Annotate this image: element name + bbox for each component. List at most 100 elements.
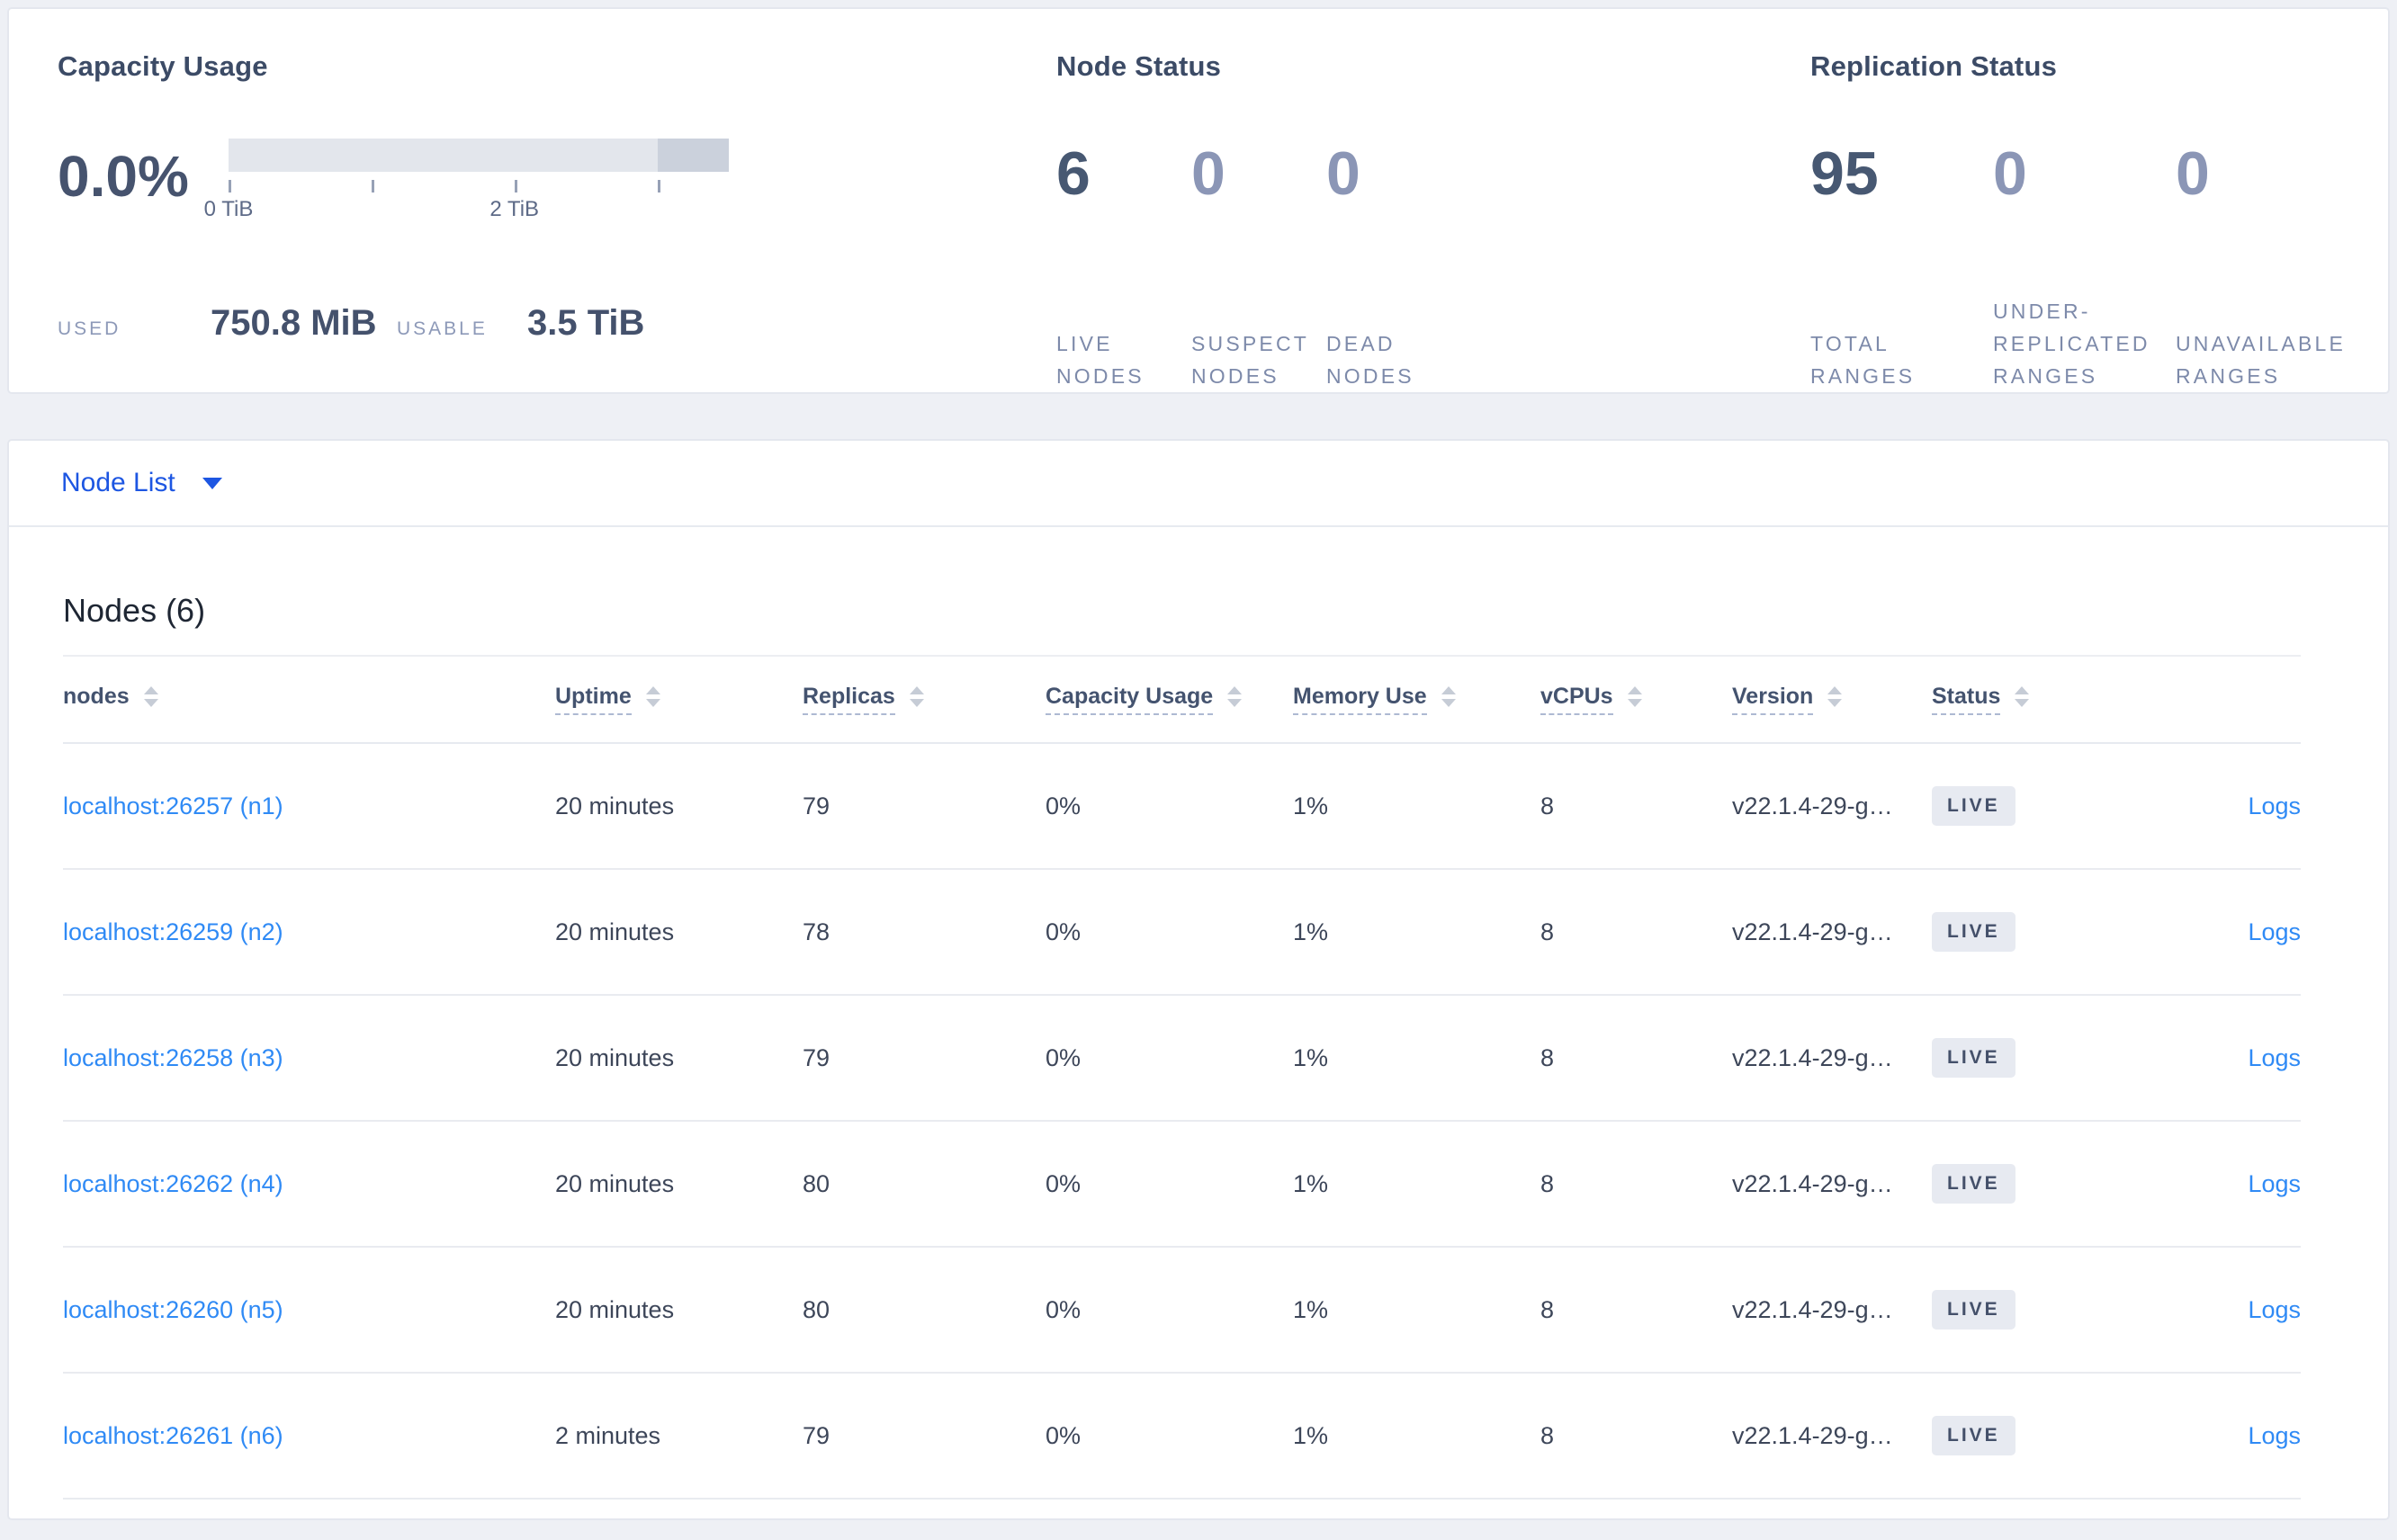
uptime-cell: 20 minutes bbox=[555, 1169, 675, 1197]
uptime-cell: 20 minutes bbox=[555, 918, 675, 945]
memory-use-cell: 1% bbox=[1293, 1043, 1329, 1071]
cluster-summary-panel: Capacity Usage 0.0% 0 TiB 2 TiB USED 750.… bbox=[7, 7, 2390, 394]
status-badge: LIVE bbox=[1932, 786, 2015, 826]
version-cell: v22.1.4-29-g… bbox=[1732, 1421, 1893, 1449]
capacity-usage-cell: 0% bbox=[1046, 1295, 1082, 1323]
replication-status-title: Replication Status bbox=[1810, 50, 2058, 82]
vcpus-cell: 8 bbox=[1540, 1043, 1555, 1071]
table-row: localhost:26258 (n3) 20 minutes 79 0% 1%… bbox=[63, 996, 2301, 1122]
replicas-cell: 80 bbox=[803, 1169, 830, 1197]
node-list-panel: Node List Nodes (6) nodes Uptime Replica… bbox=[7, 439, 2390, 1520]
capacity-bar-tail-segment bbox=[657, 139, 729, 172]
status-badge: LIVE bbox=[1932, 1038, 2015, 1078]
node-link[interactable]: localhost:26259 (n2) bbox=[63, 918, 283, 945]
node-status-section: Node Status 6 LIVE NODES 0 SUSPECT NODES… bbox=[1056, 50, 1810, 392]
column-header[interactable]: Replicas bbox=[803, 684, 1046, 715]
uptime-cell: 2 minutes bbox=[555, 1421, 661, 1449]
column-header[interactable]: Uptime bbox=[555, 684, 803, 715]
used-value: 750.8 MiB bbox=[211, 303, 377, 343]
capacity-usage-cell: 0% bbox=[1046, 1043, 1082, 1071]
table-row: localhost:26260 (n5) 20 minutes 80 0% 1%… bbox=[63, 1248, 2301, 1374]
stat-column: 6 LIVE NODES bbox=[1056, 140, 1191, 392]
table-row: localhost:26262 (n4) 20 minutes 80 0% 1%… bbox=[63, 1122, 2301, 1248]
capacity-usage-cell: 0% bbox=[1046, 1421, 1082, 1449]
column-header-label: Version bbox=[1732, 684, 1814, 715]
table-row: localhost:26259 (n2) 20 minutes 78 0% 1%… bbox=[63, 870, 2301, 996]
memory-use-cell: 1% bbox=[1293, 1421, 1329, 1449]
logs-link[interactable]: Logs bbox=[2248, 1169, 2301, 1197]
capacity-bar-axis-labels: 0 TiB 2 TiB bbox=[204, 197, 729, 224]
stat-label: UNDER- REPLICATED RANGES bbox=[1993, 300, 2150, 388]
vcpus-cell: 8 bbox=[1540, 792, 1555, 819]
node-link[interactable]: localhost:26260 (n5) bbox=[63, 1295, 283, 1323]
sort-arrows-icon bbox=[2015, 686, 2030, 707]
capacity-usage-cell: 0% bbox=[1046, 918, 1082, 945]
memory-use-cell: 1% bbox=[1293, 1295, 1329, 1323]
stat-value: 0 bbox=[1191, 139, 1225, 208]
logs-link[interactable]: Logs bbox=[2248, 918, 2301, 945]
node-list-dropdown[interactable]: Node List bbox=[61, 468, 175, 497]
vcpus-cell: 8 bbox=[1540, 1169, 1555, 1197]
column-header[interactable]: Status bbox=[1932, 684, 2134, 715]
column-header[interactable]: Capacity Usage bbox=[1046, 684, 1293, 715]
nodes-table-body: localhost:26257 (n1) 20 minutes 79 0% 1%… bbox=[63, 744, 2301, 1500]
node-link[interactable]: localhost:26262 (n4) bbox=[63, 1169, 283, 1197]
stat-column: 0 DEAD NODES bbox=[1326, 140, 1461, 392]
vcpus-cell: 8 bbox=[1540, 918, 1555, 945]
stat-label: SUSPECT NODES bbox=[1191, 332, 1310, 388]
version-cell: v22.1.4-29-g… bbox=[1732, 1043, 1893, 1071]
nodes-table-section: Nodes (6) nodes Uptime Replicas Capacity… bbox=[9, 527, 2388, 1500]
node-status-stats: 6 LIVE NODES 0 SUSPECT NODES 0 DEAD NODE… bbox=[1056, 140, 1810, 392]
axis-tick-label: 0 TiB bbox=[203, 197, 254, 221]
column-header-label: vCPUs bbox=[1540, 684, 1613, 715]
uptime-cell: 20 minutes bbox=[555, 1043, 675, 1071]
axis-tick bbox=[371, 180, 374, 192]
memory-use-cell: 1% bbox=[1293, 1169, 1329, 1197]
logs-link[interactable]: Logs bbox=[2248, 1043, 2301, 1071]
stat-column: 95 TOTAL RANGES bbox=[1810, 140, 1993, 392]
stat-label: UNAVAILABLE RANGES bbox=[2176, 332, 2347, 388]
nodes-count-title: Nodes (6) bbox=[63, 592, 206, 629]
column-header[interactable]: vCPUs bbox=[1540, 684, 1732, 715]
stat-label: TOTAL RANGES bbox=[1810, 332, 1916, 388]
version-cell: v22.1.4-29-g… bbox=[1732, 1295, 1893, 1323]
table-row: localhost:26257 (n1) 20 minutes 79 0% 1%… bbox=[63, 744, 2301, 870]
stat-column: 0 UNAVAILABLE RANGES bbox=[2176, 140, 2358, 392]
node-link[interactable]: localhost:26258 (n3) bbox=[63, 1043, 283, 1071]
column-header-label: nodes bbox=[63, 684, 130, 709]
axis-tick bbox=[514, 180, 517, 192]
stat-value: 0 bbox=[1326, 139, 1360, 208]
axis-tick-label: 2 TiB bbox=[489, 197, 540, 221]
capacity-usage-cell: 0% bbox=[1046, 792, 1082, 819]
logs-link[interactable]: Logs bbox=[2248, 792, 2301, 819]
stat-value: 0 bbox=[2176, 139, 2210, 208]
status-badge: LIVE bbox=[1932, 1290, 2015, 1330]
column-header-label: Memory Use bbox=[1293, 684, 1427, 715]
capacity-usage-cell: 0% bbox=[1046, 1169, 1082, 1197]
table-row: localhost:26261 (n6) 2 minutes 79 0% 1% … bbox=[63, 1374, 2301, 1500]
column-header[interactable]: Memory Use bbox=[1293, 684, 1540, 715]
sort-arrows-icon bbox=[909, 686, 924, 707]
status-badge: LIVE bbox=[1932, 912, 2015, 952]
column-header[interactable]: nodes bbox=[63, 684, 555, 715]
sort-arrows-icon bbox=[1227, 686, 1243, 707]
status-badge: LIVE bbox=[1932, 1416, 2015, 1455]
status-badge: LIVE bbox=[1932, 1164, 2015, 1204]
logs-link[interactable]: Logs bbox=[2248, 1295, 2301, 1323]
chevron-down-icon[interactable] bbox=[202, 477, 222, 489]
replicas-cell: 80 bbox=[803, 1295, 830, 1323]
node-link[interactable]: localhost:26257 (n1) bbox=[63, 792, 283, 819]
capacity-usage-section: Capacity Usage 0.0% 0 TiB 2 TiB USED 750.… bbox=[58, 50, 1056, 392]
stat-value: 95 bbox=[1810, 139, 1879, 208]
sort-arrows-icon bbox=[1627, 686, 1642, 707]
vcpus-cell: 8 bbox=[1540, 1295, 1555, 1323]
column-header[interactable]: Version bbox=[1732, 684, 1932, 715]
logs-link[interactable]: Logs bbox=[2248, 1421, 2301, 1449]
capacity-used-percent: 0.0% bbox=[58, 144, 189, 209]
stat-value: 6 bbox=[1056, 139, 1091, 208]
usable-value: 3.5 TiB bbox=[527, 303, 645, 343]
capacity-usage-title: Capacity Usage bbox=[58, 50, 268, 82]
node-link[interactable]: localhost:26261 (n6) bbox=[63, 1421, 283, 1449]
capacity-bar-track bbox=[229, 139, 729, 172]
replication-status-stats: 95 TOTAL RANGES 0 UNDER- REPLICATED RANG… bbox=[1810, 140, 2388, 392]
